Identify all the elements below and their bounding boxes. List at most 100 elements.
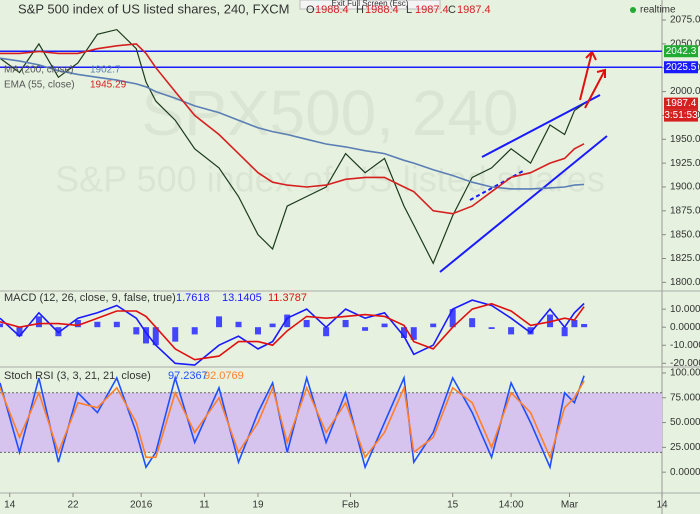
histogram-bar	[527, 327, 534, 335]
panel-title: Stoch RSI (3, 3, 21, 21, close)	[4, 370, 151, 382]
histogram-bar	[254, 327, 261, 335]
x-tick-label: 15	[447, 500, 459, 511]
histogram-bar	[488, 327, 495, 329]
drawings	[439, 50, 608, 273]
legend-name: EMA (55, close)	[4, 80, 75, 91]
x-tick-label: 19	[252, 500, 264, 511]
x-tick-label: 14:00	[499, 500, 524, 511]
ohlc-value: 1987.4	[457, 4, 491, 16]
arrow	[584, 68, 606, 109]
histogram-bar	[16, 327, 23, 337]
legend-value: 13.1405	[222, 292, 262, 304]
watermark: SPX500, 240	[141, 77, 518, 149]
y-tick-label: -10.0000	[670, 340, 700, 351]
trend-line	[469, 169, 526, 201]
y-tick-label: 25.0000	[670, 442, 700, 453]
legend-name: MA (200, close)	[4, 65, 73, 76]
y-tick-label: 1850.0	[670, 229, 700, 240]
ohlc-label: O	[306, 4, 315, 16]
y-tick-label: 75.0000	[670, 392, 700, 403]
status-dot	[630, 7, 636, 13]
y-tick-label: 50.0000	[670, 417, 700, 428]
arrow	[579, 50, 597, 101]
histogram-bar	[303, 319, 310, 328]
histogram-bar	[508, 327, 515, 335]
histogram-bar	[216, 316, 223, 328]
series-line	[0, 299, 585, 366]
x-tick-label: 14	[4, 500, 16, 511]
level-label: 2025.5	[666, 62, 697, 73]
histogram-bar	[172, 327, 179, 342]
legend-value: 11.3787	[268, 292, 307, 304]
histogram-bar	[430, 323, 437, 328]
histogram-bar	[133, 327, 140, 335]
histogram-bar	[235, 321, 242, 328]
countdown: 3:51:53	[664, 110, 698, 121]
histogram-bar	[191, 327, 198, 335]
histogram-bar	[581, 324, 588, 328]
ohlc-label: L	[406, 4, 412, 16]
series-line	[0, 380, 585, 460]
y-tick-label: 1800.0	[670, 277, 700, 288]
y-tick-label: 10.0000	[670, 304, 700, 315]
histogram-bar	[269, 323, 276, 328]
level-label: 2042.3	[666, 46, 697, 57]
legend-value: 1.7618	[176, 292, 210, 304]
y-tick-label: 1950.0	[670, 134, 700, 145]
histogram-bar	[547, 314, 554, 328]
histogram-bar	[94, 321, 101, 328]
ohlc-value: 1987.4	[415, 4, 449, 16]
y-tick-label: 1875.0	[670, 205, 700, 216]
histogram-bar	[410, 327, 417, 340]
series-line	[0, 302, 585, 361]
histogram-bar	[449, 309, 456, 328]
histogram-bar	[0, 323, 3, 328]
histogram-bar	[342, 319, 349, 328]
histogram-bar	[401, 327, 408, 339]
histogram-bar	[381, 323, 388, 328]
price-tag	[664, 97, 698, 110]
y-tick-label: 2000.0	[670, 86, 700, 97]
x-tick-label: Feb	[342, 500, 360, 511]
x-tick-label: 2016	[130, 500, 153, 511]
histogram-bar	[152, 327, 159, 346]
y-tick-label: 1900.0	[670, 182, 700, 193]
tooltip-box	[299, 0, 441, 10]
x-tick-label: 11	[199, 500, 210, 511]
ohlc-value: 1988.4	[315, 4, 349, 16]
ohlc-value: 1988.4	[365, 4, 399, 16]
legend-value: 1902.7	[90, 65, 121, 76]
countdown-tag	[664, 109, 698, 122]
y-tick-label: 0.0000	[670, 467, 700, 478]
legend-value: 1945.29	[90, 80, 127, 91]
histogram-bar	[323, 327, 330, 337]
level-box	[664, 45, 698, 58]
histogram-bar	[74, 319, 81, 328]
trend-line	[439, 135, 608, 273]
level-box	[664, 61, 698, 74]
y-tick-label: 0.0000	[670, 322, 700, 333]
tooltip: Exit Full Screen (Esc)	[332, 0, 409, 8]
histogram-bar	[561, 327, 568, 337]
histogram-bar	[143, 327, 150, 344]
series-line	[0, 57, 585, 190]
y-tick-label: 2075.0	[670, 15, 700, 26]
y-tick-label: -20.0000	[670, 358, 700, 369]
x-tick-label: 14	[656, 500, 668, 511]
y-tick-label: 1925.0	[670, 158, 700, 169]
histogram-bar	[362, 327, 369, 331]
histogram-bar	[469, 318, 476, 328]
y-tick-label: 1825.0	[670, 253, 700, 264]
band	[0, 392, 662, 453]
histogram-bar	[284, 314, 291, 328]
x-tick-label: Mar	[561, 500, 579, 511]
legend-value: 97.2367	[168, 370, 208, 382]
histogram-bar	[113, 321, 120, 328]
series-line	[0, 28, 585, 265]
x-tick-label: 22	[67, 500, 79, 511]
series-line	[0, 43, 585, 215]
histogram-bar	[35, 316, 42, 328]
chart-title: S&P 500 index of US listed shares, 240, …	[18, 1, 289, 16]
ohlc-label: C	[448, 4, 456, 16]
